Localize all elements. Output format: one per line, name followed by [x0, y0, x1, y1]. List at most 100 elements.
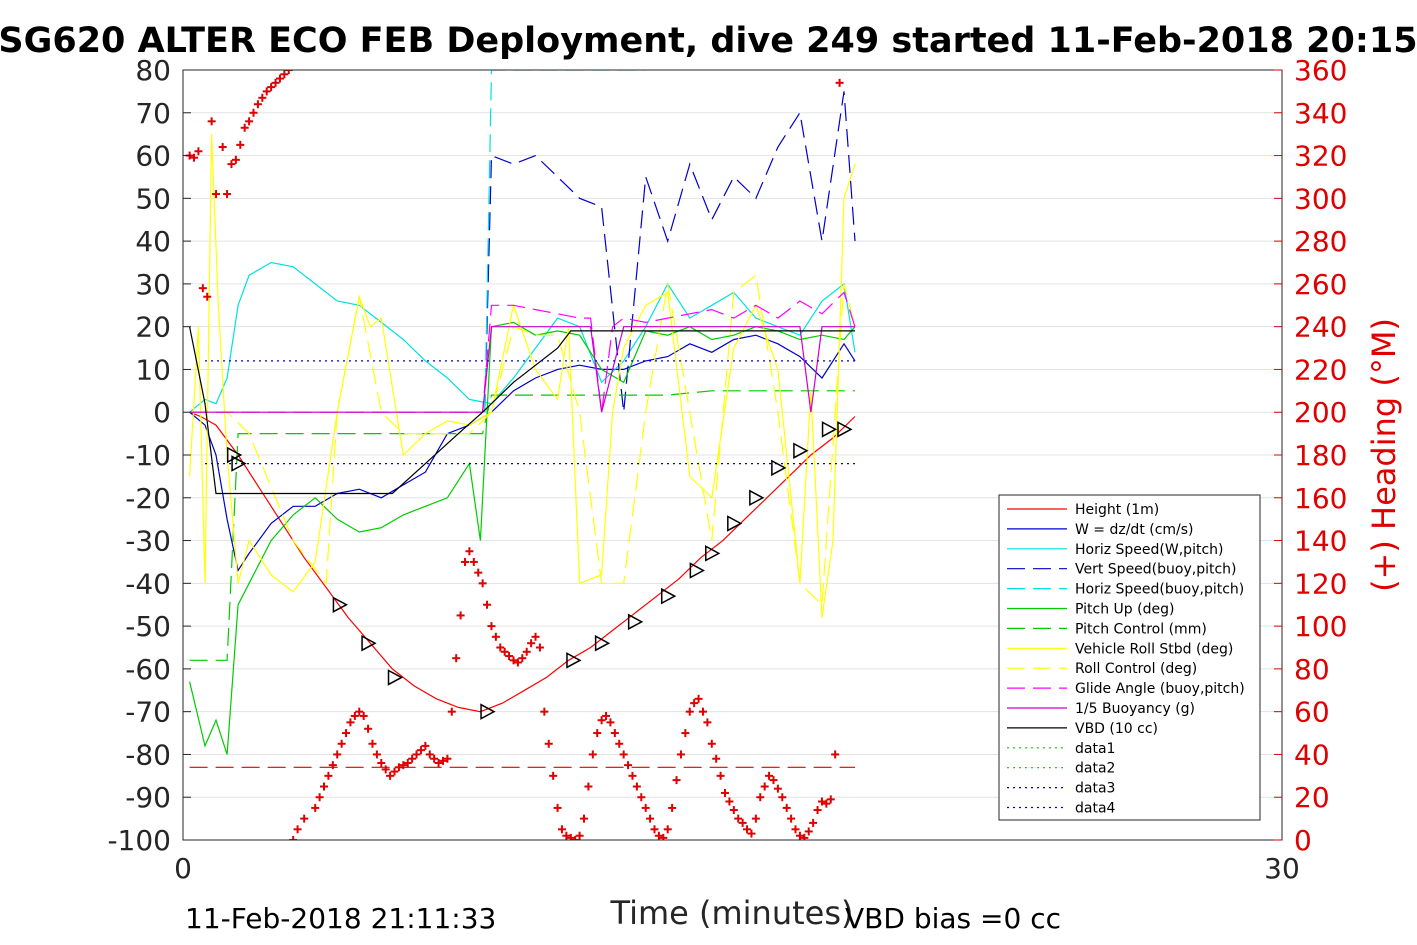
legend-entry: VBD (10 cc) [1007, 721, 1158, 737]
heading-point [641, 803, 650, 812]
legend-label: Glide Angle (buoy,pitch) [1075, 681, 1245, 697]
legend-entry: data2 [1007, 761, 1115, 777]
heading-point [795, 831, 804, 840]
legend-label: Pitch Up (deg) [1075, 602, 1174, 618]
heading-point [275, 74, 284, 83]
heading-point [606, 718, 615, 727]
heading-point [377, 759, 386, 767]
heading-point [571, 836, 580, 840]
heading-point [747, 829, 756, 838]
heading-point [461, 557, 470, 566]
heading-point [650, 825, 659, 834]
right-tick-label: 80 [1294, 653, 1330, 686]
heading-point [350, 711, 359, 720]
footer-timestamp: 11-Feb-2018 21:11:33 [185, 902, 496, 935]
legend-label: Vehicle Roll Stbd (deg) [1075, 641, 1233, 657]
legend-label: W = dz/dt (cm/s) [1075, 522, 1194, 538]
legend-label: Horiz Speed(buoy,pitch) [1075, 582, 1244, 598]
heading-point [676, 750, 685, 759]
left-tick-label: 20 [135, 311, 171, 344]
left-tick-label: 60 [135, 140, 171, 173]
x-tick-label: 0 [174, 852, 192, 885]
heading-point [500, 647, 509, 656]
triangle-marker [332, 596, 349, 613]
heading-point [469, 557, 478, 566]
heading-point [364, 724, 373, 733]
heading-point [456, 611, 465, 620]
heading-point [194, 147, 203, 156]
legend-entry: Vert Speed(buoy,pitch) [1007, 562, 1237, 578]
heading-point [421, 741, 430, 750]
heading-point [227, 160, 236, 169]
legend-entry: Height (1m) [1007, 502, 1159, 518]
heading-point [315, 793, 324, 802]
heading-point [773, 784, 782, 793]
heading-point [549, 771, 558, 780]
triangle-marker [689, 562, 705, 579]
right-tick-label: 20 [1294, 781, 1330, 814]
left-tick-label: 80 [135, 54, 171, 87]
heading-point [447, 707, 456, 716]
triangle-marker [594, 634, 611, 652]
heading-point [518, 654, 527, 663]
left-tick-label: 30 [135, 268, 171, 301]
heading-point [328, 761, 337, 770]
heading-point [813, 806, 822, 815]
heading-point [403, 759, 412, 767]
right-tick-label: 100 [1294, 610, 1347, 643]
heading-point [787, 814, 796, 823]
heading-point [438, 756, 447, 765]
heading-point [624, 761, 633, 770]
series-line-3 [484, 91, 856, 413]
heading-point [690, 699, 699, 708]
heading-point [386, 771, 395, 780]
heading-point [531, 632, 540, 641]
heading-point [474, 568, 483, 577]
heading-point [320, 782, 329, 791]
left-tick-label: 70 [135, 97, 171, 130]
heading-point [579, 814, 588, 823]
heading-point [681, 729, 690, 738]
heading-point [245, 117, 254, 126]
legend-label: 1/5 Buoyancy (g) [1075, 701, 1195, 717]
right-tick-label: 0 [1294, 824, 1312, 857]
series-line-1 [189, 334, 856, 573]
heading-point [218, 143, 227, 151]
triangle-marker [361, 634, 377, 652]
heading-point [628, 771, 637, 780]
legend-label: Vert Speed(buoy,pitch) [1075, 562, 1237, 578]
heading-point [262, 87, 271, 96]
heading-point [584, 782, 593, 791]
series-line-5 [189, 321, 856, 755]
heading-point [566, 833, 575, 840]
heading-point [602, 711, 611, 720]
left-y-axis: 80 70 60 50 40 30 20 10 0 -10 -20 -30 -40 -50 -60 -70 -8… [107, 54, 191, 857]
heading-point [540, 707, 549, 716]
triangle-marker [566, 652, 582, 669]
series-line-6 [189, 390, 855, 661]
left-tick-label: -30 [125, 525, 171, 558]
series-line-9 [189, 291, 856, 413]
triangle-marker [821, 421, 838, 438]
heading-point [765, 771, 774, 780]
right-tick-label: 280 [1294, 225, 1347, 258]
legend: Height (1m) W = dz/dt (cm/s) Horiz Speed(W… [998, 494, 1261, 821]
heading-point [826, 795, 835, 804]
legend-entry: 1/5 Buoyancy (g) [1007, 701, 1195, 717]
heading-point [496, 643, 505, 652]
legend-label: Pitch Control (mm) [1075, 621, 1207, 637]
left-tick-label: 50 [135, 182, 171, 215]
heading-point [646, 814, 655, 823]
heading-point [588, 750, 597, 759]
triangle-marker [771, 459, 787, 477]
heading-point [425, 750, 434, 759]
heading-point [712, 754, 721, 763]
heading-point [452, 654, 461, 663]
heading-point [394, 763, 403, 772]
heading-point [782, 803, 791, 812]
heading-point [465, 547, 474, 556]
heading-point [729, 806, 738, 815]
heading-point [593, 729, 602, 738]
heading-point [346, 718, 355, 727]
heading-point [505, 652, 514, 661]
